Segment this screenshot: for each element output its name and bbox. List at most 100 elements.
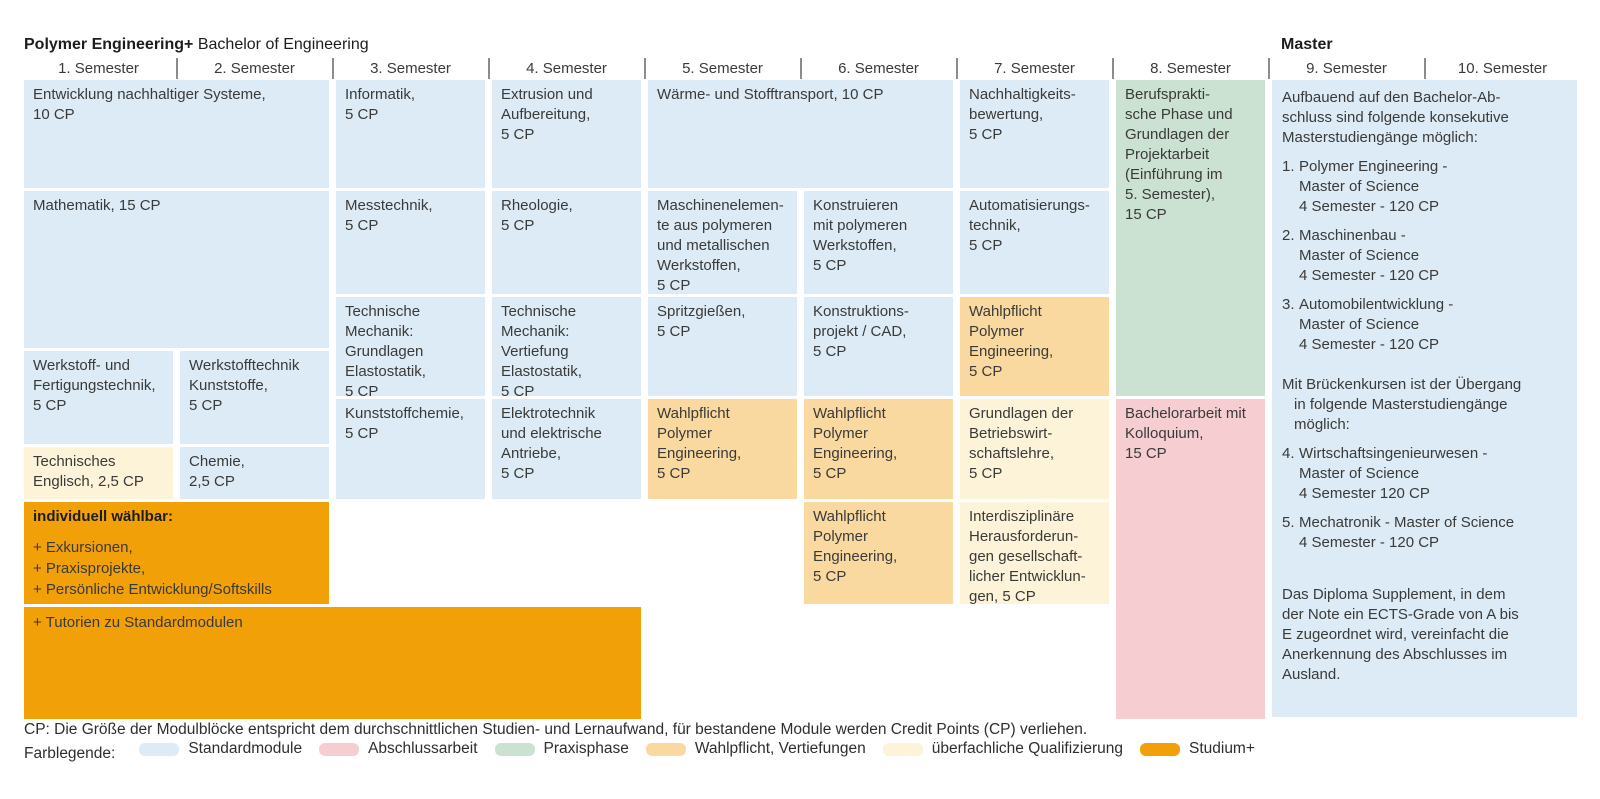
module-grundlagen-bwl: Grundlagen der Betriebswirt- schaftslehr… [960,399,1109,499]
legend-label-standard: Standardmodule [188,740,303,757]
semester-header-4: 4. Semester [526,60,607,77]
header-divider [956,58,958,79]
module-studium-plus-individuell-text: + Exkursionen, + Praxisprojekte, + Persö… [33,539,272,598]
module-tutorien-text: + Tutorien zu Standardmodulen [33,614,243,631]
module-tm-grundlagen-elastostatik: Technische Mechanik: Grundlagen Elastost… [336,297,485,400]
header-divider [1268,58,1270,79]
module-mathematik-text: Mathematik, 15 CP [33,197,161,214]
header-divider [332,58,334,79]
master-item-text: Mechatronik - Master of Science 4 Semest… [1299,514,1515,551]
module-bachelorarbeit-text: Bachelorarbeit mit Kolloquium, 15 CP [1125,405,1246,462]
semester-header-1: 1. Semester [58,60,139,77]
module-werkstoff-fertigungstechnik-text: Werkstoff- und Fertigungstechnik, 5 CP [33,357,156,414]
module-kunststoffchemie-text: Kunststoffchemie, 5 CP [345,405,464,442]
header-divider [1112,58,1114,79]
module-elektrotechnik-antriebe-text: Elektrotechnik und elektrische Antriebe,… [501,405,602,482]
module-informatik-text: Informatik, 5 CP [345,86,416,123]
module-wahlpflicht-sem7: Wahlpflicht Polymer Engineering, 5 CP [960,297,1109,396]
cp-footnote: CP: Die Größe der Modulblöcke entspricht… [24,721,1088,738]
legend-label-abschluss: Abschlussarbeit [368,740,478,757]
module-entwicklung-nachhaltiger-systeme-text: Entwicklung nachhaltiger Systeme, 10 CP [33,86,266,123]
module-bachelorarbeit: Bachelorarbeit mit Kolloquium, 15 CP [1116,399,1265,719]
header-divider [644,58,646,79]
module-automatisierungstechnik: Automatisierungs- technik, 5 CP [960,191,1109,294]
master-item-number: 3. [1282,296,1295,313]
module-messtechnik-text: Messtechnik, 5 CP [345,197,433,234]
module-technisches-englisch: Technisches Englisch, 2,5 CP [24,447,173,499]
legend-item-praxis: Praxisphase [494,740,629,758]
header-divider [800,58,802,79]
module-messtechnik: Messtechnik, 5 CP [336,191,485,294]
legend-swatch-abschluss [319,742,360,756]
legend-swatch-wahlpflicht [645,742,686,756]
master-item-number: 1. [1282,158,1295,175]
module-spritzgiessen-text: Spritzgießen, 5 CP [657,303,746,340]
module-kunststoffchemie: Kunststoffchemie, 5 CP [336,399,485,499]
legend-swatch-standard [139,742,180,756]
legend-swatch-ueberfachlich [882,742,923,756]
module-studium-plus-individuell: individuell wählbar: + Exkursionen, + Pra… [24,502,329,604]
semester-header-9: 9. Semester [1306,60,1387,77]
header-divider [176,58,178,79]
color-legend: Farblegende: Standardmodule Abschlussarbe… [24,740,1272,767]
legend-swatch-praxis [494,742,535,756]
module-konstruktionsprojekt-cad-text: Konstruktions- projekt / CAD, 5 CP [813,303,909,360]
degree-title: Bachelor of Engineering [197,36,369,53]
module-konstruktionsprojekt-cad: Konstruktions- projekt / CAD, 5 CP [804,297,953,396]
module-interdisziplinaere-herausforderungen-text: Interdisziplinäre Herausforderun- gen ge… [969,508,1086,605]
header-divider [1424,58,1426,79]
module-elektrotechnik-antriebe: Elektrotechnik und elektrische Antriebe,… [492,399,641,499]
legend-item-standard: Standardmodule [139,740,302,758]
master-item-number: 2. [1282,227,1295,244]
module-wahlpflicht-sem6-a-text: Wahlpflicht Polymer Engineering, 5 CP [813,405,898,482]
legend-label-studium: Studium+ [1188,740,1255,757]
semester-header-7: 7. Semester [994,60,1075,77]
page-title: Polymer Engineering+ Bachelor of Enginee… [24,36,369,54]
semester-header-10: 10. Semester [1457,60,1548,77]
module-wahlpflicht-sem6-a: Wahlpflicht Polymer Engineering, 5 CP [804,399,953,499]
module-konstruieren-polymere-text: Konstruieren mit polymeren Werkstoffen, … [813,197,908,274]
legend-item-abschluss: Abschlussarbeit [319,740,478,758]
legend-caption: Farblegende: [24,744,116,762]
master-item-text: Maschinenbau - Master of Science 4 Semes… [1299,227,1440,284]
legend-item-wahlpflicht: Wahlpflicht, Vertiefungen [645,740,866,758]
master-item-text: Polymer Engineering - Master of Science … [1299,158,1448,215]
module-rheologie: Rheologie, 5 CP [492,191,641,294]
module-berufspraktische-phase-text: Berufsprakti- sche Phase und Grundlagen … [1125,86,1233,223]
master-heading: Master [1281,36,1333,53]
module-wahlpflicht-sem7-text: Wahlpflicht Polymer Engineering, 5 CP [969,303,1054,380]
module-chemie-text: Chemie, 2,5 CP [189,453,245,490]
module-waerme-stofftransport-text: Wärme- und Stofftransport, 10 CP [657,86,884,103]
master-paragraph: Das Diploma Supplement, in dem der Note … [1282,586,1519,683]
semester-header-5: 5. Semester [682,60,763,77]
module-werkstoff-fertigungstechnik: Werkstoff- und Fertigungstechnik, 5 CP [24,351,173,444]
semester-header-3: 3. Semester [370,60,451,77]
module-nachhaltigkeitsbewertung-text: Nachhaltigkeits- bewertung, 5 CP [969,86,1076,143]
module-tm-vertiefung-elastostatik-text: Technische Mechanik: Vertiefung Elastost… [501,303,582,400]
module-informatik: Informatik, 5 CP [336,80,485,188]
module-tm-vertiefung-elastostatik: Technische Mechanik: Vertiefung Elastost… [492,297,641,400]
legend-item-ueberfachlich: überfachliche Qualifizierung [882,740,1123,758]
program-title: Polymer Engineering+ [24,36,194,53]
module-studium-plus-individuell-title: individuell wählbar: [33,508,174,525]
module-wahlpflicht-sem6-b-text: Wahlpflicht Polymer Engineering, 5 CP [813,508,898,585]
module-technisches-englisch-text: Technisches Englisch, 2,5 CP [33,453,144,490]
module-tutorien: + Tutorien zu Standardmodulen [24,607,641,719]
module-berufspraktische-phase: Berufsprakti- sche Phase und Grundlagen … [1116,80,1265,396]
master-item-number: 5. [1282,514,1295,531]
module-wahlpflicht-sem5: Wahlpflicht Polymer Engineering, 5 CP [648,399,797,499]
legend-label-wahlpflicht: Wahlpflicht, Vertiefungen [694,740,866,757]
master-item-text: Wirtschaftsingenieurwesen - Master of Sc… [1299,445,1488,502]
module-extrusion-aufbereitung-text: Extrusion und Aufbereitung, 5 CP [501,86,593,143]
module-nachhaltigkeitsbewertung: Nachhaltigkeits- bewertung, 5 CP [960,80,1109,188]
semester-header-2: 2. Semester [214,60,295,77]
module-werkstofftechnik-kunststoffe: Werkstofftechnik Kunststoffe, 5 CP [180,351,329,444]
semester-header-8: 8. Semester [1150,60,1231,77]
module-werkstofftechnik-kunststoffe-text: Werkstofftechnik Kunststoffe, 5 CP [189,357,300,414]
module-interdisziplinaere-herausforderungen: Interdisziplinäre Herausforderun- gen ge… [960,502,1109,605]
master-paragraph: Mit Brückenkursen ist der Übergang in fo… [1282,376,1522,433]
module-konstruieren-polymere: Konstruieren mit polymeren Werkstoffen, … [804,191,953,294]
semester-header-6: 6. Semester [838,60,919,77]
module-grundlagen-bwl-text: Grundlagen der Betriebswirt- schaftslehr… [969,405,1074,482]
